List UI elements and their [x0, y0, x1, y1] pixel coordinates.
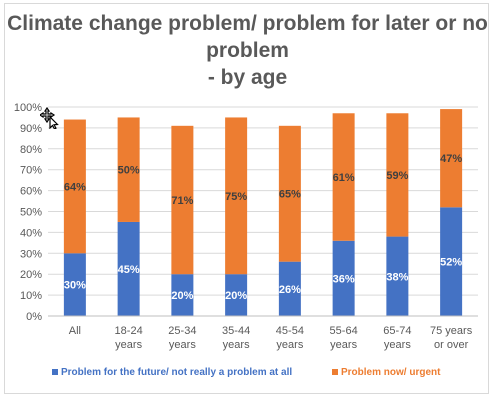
- x-tick-label: years: [223, 339, 250, 351]
- data-label: 20%: [171, 290, 193, 302]
- data-label: 45%: [118, 264, 140, 276]
- x-tick-label: or over: [434, 339, 469, 351]
- bar-future: [117, 221, 140, 316]
- y-tick-label: 10%: [20, 290, 42, 302]
- y-tick-label: 80%: [20, 144, 42, 156]
- bar-future: [171, 274, 194, 316]
- x-tick-label: years: [330, 339, 357, 351]
- x-tick-label: 25-34: [168, 325, 196, 337]
- bar-urgent: [225, 117, 248, 275]
- data-label: 36%: [333, 273, 355, 285]
- x-tick-label: 65-74: [383, 325, 411, 337]
- x-tick-label: years: [115, 339, 142, 351]
- data-label: 52%: [440, 257, 462, 269]
- x-tick-label: 18-24: [115, 325, 143, 337]
- bar-future: [225, 274, 248, 316]
- data-label: 30%: [64, 280, 86, 292]
- legend-swatch: [332, 369, 338, 375]
- move-cursor-icon: [40, 107, 59, 129]
- bar-urgent: [117, 117, 140, 222]
- y-tick-label: 60%: [20, 186, 42, 198]
- y-tick-label: 30%: [20, 248, 42, 260]
- y-tick-label: 90%: [20, 123, 42, 135]
- bar-urgent: [278, 125, 301, 262]
- bar-future: [332, 240, 355, 316]
- data-label: 75%: [225, 191, 247, 203]
- data-label: 71%: [171, 195, 193, 207]
- bar-future: [63, 253, 86, 316]
- bar-urgent: [386, 113, 409, 237]
- y-tick-label: 20%: [20, 269, 42, 281]
- data-label: 59%: [386, 170, 408, 182]
- x-tick-label: 55-64: [330, 325, 358, 337]
- bar-future: [278, 261, 301, 316]
- bar-urgent: [171, 125, 194, 275]
- data-label: 20%: [225, 290, 247, 302]
- data-label: 26%: [279, 284, 301, 296]
- x-tick-label: years: [276, 339, 303, 351]
- y-tick-label: 100%: [14, 102, 42, 114]
- bar-urgent: [63, 119, 86, 254]
- y-tick-label: 50%: [20, 207, 42, 219]
- legend-swatch: [52, 369, 58, 375]
- data-label: 47%: [440, 153, 462, 165]
- x-tick-label: 45-54: [276, 325, 304, 337]
- chart-title: Climate change problem/ problem for late…: [7, 12, 488, 89]
- data-label: 64%: [64, 181, 86, 193]
- bar-future: [386, 236, 409, 316]
- y-tick-label: 0%: [26, 311, 42, 323]
- x-tick-label: 35-44: [222, 325, 250, 337]
- bar-future: [440, 207, 463, 316]
- x-tick-label: 75 years: [430, 325, 473, 337]
- data-label: 65%: [279, 189, 301, 201]
- legend-label: Problem now/ urgent: [341, 367, 441, 378]
- bar-urgent: [440, 109, 463, 208]
- legend-label: Problem for the future/ not really a pro…: [61, 367, 292, 378]
- x-tick-label: years: [169, 339, 196, 351]
- data-label: 61%: [333, 172, 355, 184]
- x-tick-label: years: [384, 339, 411, 351]
- data-label: 38%: [386, 271, 408, 283]
- y-tick-label: 70%: [20, 165, 42, 177]
- y-tick-label: 40%: [20, 227, 42, 239]
- data-label: 50%: [118, 165, 140, 177]
- x-tick-label: All: [69, 325, 81, 337]
- bar-urgent: [332, 113, 355, 241]
